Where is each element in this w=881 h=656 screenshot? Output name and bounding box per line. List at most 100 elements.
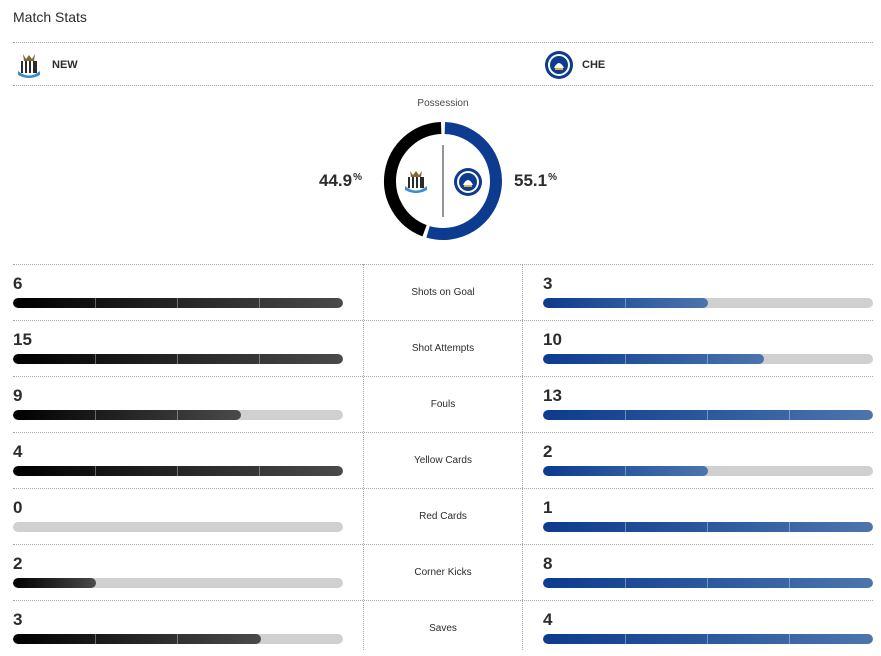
away-stat-value: 3 [543,274,553,293]
home-team-abbr: NEW [52,59,78,71]
away-stat-value: 1 [543,498,553,517]
home-stat-bar-fill [13,410,241,420]
away-stat-bar [543,466,873,476]
away-stat-bar-fill [543,466,708,476]
away-stat-bar-fill [543,354,764,364]
away-stat-bar-fill [543,578,873,588]
bar-segment [177,410,178,420]
away-stat-bar [543,522,873,532]
bar-segment [177,634,178,644]
home-stat-bar [13,354,343,364]
away-stat-value: 8 [543,554,553,573]
away-stat-bar [543,298,873,308]
home-stat-bar-fill [13,634,261,644]
home-team[interactable]: NEW [14,50,78,80]
bar-segment [95,354,96,364]
bar-segment [625,410,626,420]
home-stat-bar-fill [13,298,343,308]
away-stat-bar [543,354,873,364]
bar-segment [789,410,790,420]
home-possession-value: 44.9% [319,171,362,190]
bar-segment [707,354,708,364]
column-divider [363,264,364,650]
away-possession-value: 55.1% [514,171,557,190]
home-stat-bar [13,578,343,588]
bar-segment [707,410,708,420]
away-stat-bar-fill [543,410,873,420]
divider [13,600,873,601]
bar-segment [95,466,96,476]
bar-segment [789,578,790,588]
away-stat-bar [543,410,873,420]
home-stat-value: 0 [13,498,23,517]
away-team[interactable]: CHE [544,50,605,80]
bar-segment [625,522,626,532]
divider [13,42,873,43]
stat-row: 15 Shot Attempts 10 [0,320,881,376]
chelsea-crest-icon [454,168,482,196]
possession-label: Possession [417,98,469,109]
newcastle-crest-icon [405,171,427,193]
stat-label: Shot Attempts [411,343,475,354]
bar-segment [625,634,626,644]
divider [13,544,873,545]
bar-segment [177,298,178,308]
bar-segment [625,466,626,476]
newcastle-crest-icon [18,54,40,78]
stat-row: 9 Fouls 13 [0,376,881,432]
stat-row: 0 Red Cards 1 [0,488,881,544]
away-stat-bar-fill [543,522,873,532]
home-stat-bar-fill [13,466,343,476]
bar-segment [259,466,260,476]
stat-row: 2 Corner Kicks 8 [0,544,881,600]
possession-donut-chart [383,122,502,240]
match-stats-title: Match Stats [13,9,87,25]
divider [13,85,873,86]
away-stat-bar [543,634,873,644]
away-team-abbr: CHE [582,59,606,71]
stat-row: 4 Yellow Cards 2 [0,432,881,488]
divider [13,376,873,377]
bar-segment [95,298,96,308]
divider [13,488,873,489]
bar-segment [707,578,708,588]
bar-segment [707,522,708,532]
bar-segment [625,354,626,364]
away-stat-bar [543,578,873,588]
bar-segment [259,354,260,364]
away-stat-value: 2 [543,442,553,461]
stat-label: Yellow Cards [414,455,472,466]
home-stat-value: 2 [13,554,23,573]
column-divider [522,264,523,650]
divider [13,320,873,321]
bar-segment [95,410,96,420]
bar-segment [259,298,260,308]
home-stat-bar-fill [13,354,343,364]
bar-segment [789,522,790,532]
bar-segment [177,466,178,476]
home-stat-bar [13,298,343,308]
divider [13,264,873,265]
away-stat-value: 4 [543,610,553,629]
stat-label: Shots on Goal [411,287,475,298]
home-stat-bar [13,410,343,420]
bar-segment [177,354,178,364]
home-stat-bar [13,522,343,532]
away-stat-bar-fill [543,298,708,308]
bar-segment [789,634,790,644]
bar-segment [625,298,626,308]
stat-row: 6 Shots on Goal 3 [0,264,881,320]
away-stat-value: 10 [543,330,562,349]
home-stat-value: 4 [13,442,23,461]
stat-label: Saves [429,623,457,634]
stat-label: Corner Kicks [414,567,472,578]
home-stat-value: 15 [13,330,32,349]
stat-row: 3 Saves 4 [0,600,881,656]
bar-segment [95,634,96,644]
home-stat-value: 3 [13,610,23,629]
home-stat-value: 6 [13,274,23,293]
bar-segment [625,578,626,588]
home-stat-value: 9 [13,386,23,405]
chelsea-crest-icon [545,51,573,79]
home-stat-bar [13,466,343,476]
